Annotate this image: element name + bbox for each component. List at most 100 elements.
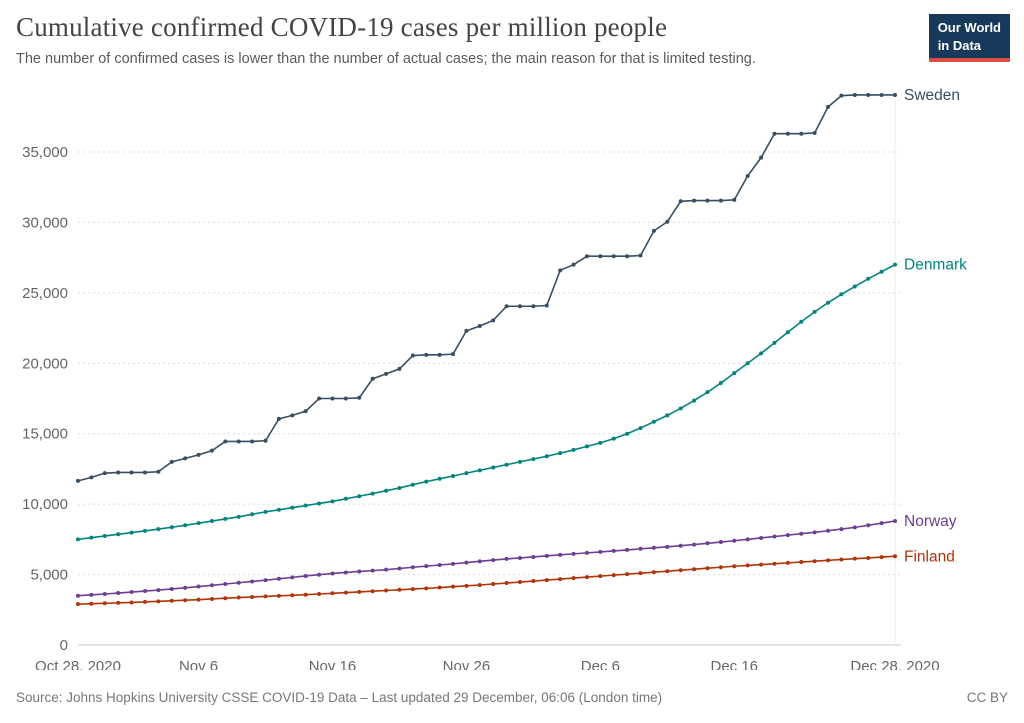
data-point-norway[interactable] xyxy=(343,570,348,575)
data-point-denmark[interactable] xyxy=(544,454,549,459)
data-point-norway[interactable] xyxy=(209,583,214,588)
data-point-finland[interactable] xyxy=(826,558,831,563)
data-point-norway[interactable] xyxy=(196,584,201,589)
data-point-finland[interactable] xyxy=(772,561,777,566)
data-point-finland[interactable] xyxy=(236,595,241,600)
data-point-sweden[interactable] xyxy=(303,409,308,414)
data-point-norway[interactable] xyxy=(290,575,295,580)
data-point-norway[interactable] xyxy=(102,592,107,597)
data-point-denmark[interactable] xyxy=(437,476,442,481)
data-point-denmark[interactable] xyxy=(250,512,255,517)
data-point-sweden[interactable] xyxy=(410,353,415,358)
data-point-norway[interactable] xyxy=(330,571,335,576)
data-point-norway[interactable] xyxy=(236,580,241,585)
data-point-norway[interactable] xyxy=(544,553,549,558)
data-point-sweden[interactable] xyxy=(893,92,897,97)
data-point-denmark[interactable] xyxy=(76,537,80,542)
data-point-finland[interactable] xyxy=(89,601,94,606)
data-point-sweden[interactable] xyxy=(826,104,831,109)
data-point-denmark[interactable] xyxy=(772,340,777,345)
data-point-denmark[interactable] xyxy=(879,269,884,274)
data-point-denmark[interactable] xyxy=(169,525,174,530)
data-point-denmark[interactable] xyxy=(370,491,375,496)
owid-logo[interactable]: Our World in Data xyxy=(928,14,1010,63)
data-point-norway[interactable] xyxy=(451,561,456,566)
data-point-finland[interactable] xyxy=(76,602,80,607)
data-point-norway[interactable] xyxy=(678,543,683,548)
data-point-norway[interactable] xyxy=(571,551,576,556)
data-point-finland[interactable] xyxy=(410,587,415,592)
data-point-sweden[interactable] xyxy=(759,155,764,160)
data-point-finland[interactable] xyxy=(437,585,442,590)
data-point-denmark[interactable] xyxy=(571,447,576,452)
data-point-sweden[interactable] xyxy=(223,439,228,444)
data-point-denmark[interactable] xyxy=(504,462,509,467)
data-point-sweden[interactable] xyxy=(665,219,670,224)
data-point-norway[interactable] xyxy=(799,531,804,536)
data-point-denmark[interactable] xyxy=(611,436,616,441)
data-point-denmark[interactable] xyxy=(584,444,589,449)
data-point-norway[interactable] xyxy=(826,528,831,533)
data-point-denmark[interactable] xyxy=(156,527,161,532)
data-point-denmark[interactable] xyxy=(491,465,496,470)
data-point-sweden[interactable] xyxy=(705,198,710,203)
data-point-norway[interactable] xyxy=(183,585,188,590)
data-point-sweden[interactable] xyxy=(799,131,804,136)
data-point-denmark[interactable] xyxy=(451,473,456,478)
data-point-sweden[interactable] xyxy=(866,92,871,97)
data-point-norway[interactable] xyxy=(651,545,656,550)
data-point-sweden[interactable] xyxy=(678,199,683,204)
data-point-finland[interactable] xyxy=(370,589,375,594)
data-point-sweden[interactable] xyxy=(397,366,402,371)
data-point-finland[interactable] xyxy=(893,554,897,559)
data-point-finland[interactable] xyxy=(571,576,576,581)
data-point-finland[interactable] xyxy=(852,556,857,561)
data-point-denmark[interactable] xyxy=(718,381,723,386)
data-point-denmark[interactable] xyxy=(893,262,897,267)
data-point-denmark[interactable] xyxy=(852,284,857,289)
data-point-norway[interactable] xyxy=(142,589,147,594)
data-point-denmark[interactable] xyxy=(678,406,683,411)
data-point-finland[interactable] xyxy=(745,563,750,568)
data-point-sweden[interactable] xyxy=(598,254,603,259)
data-point-finland[interactable] xyxy=(625,572,630,577)
data-point-denmark[interactable] xyxy=(759,351,764,356)
data-point-finland[interactable] xyxy=(183,598,188,603)
data-point-sweden[interactable] xyxy=(839,93,844,98)
data-point-sweden[interactable] xyxy=(772,131,777,136)
data-point-denmark[interactable] xyxy=(558,451,563,456)
data-point-finland[interactable] xyxy=(531,579,536,584)
data-point-sweden[interactable] xyxy=(250,439,255,444)
data-point-denmark[interactable] xyxy=(196,521,201,526)
data-point-norway[interactable] xyxy=(303,573,308,578)
data-point-finland[interactable] xyxy=(785,560,790,565)
data-point-finland[interactable] xyxy=(330,591,335,596)
data-point-sweden[interactable] xyxy=(491,318,496,323)
data-point-denmark[interactable] xyxy=(517,459,522,464)
data-point-norway[interactable] xyxy=(370,568,375,573)
data-point-norway[interactable] xyxy=(584,550,589,555)
data-point-sweden[interactable] xyxy=(156,469,161,474)
data-point-sweden[interactable] xyxy=(89,475,94,480)
data-point-norway[interactable] xyxy=(866,523,871,528)
data-point-sweden[interactable] xyxy=(263,438,268,443)
data-point-finland[interactable] xyxy=(584,575,589,580)
data-point-finland[interactable] xyxy=(464,583,469,588)
data-point-finland[interactable] xyxy=(839,557,844,562)
data-point-finland[interactable] xyxy=(357,589,362,594)
data-point-denmark[interactable] xyxy=(317,501,322,506)
data-point-sweden[interactable] xyxy=(879,92,884,97)
data-point-norway[interactable] xyxy=(276,576,281,581)
data-point-norway[interactable] xyxy=(76,593,80,598)
data-point-norway[interactable] xyxy=(250,579,255,584)
data-point-denmark[interactable] xyxy=(799,319,804,324)
data-point-norway[interactable] xyxy=(611,548,616,553)
data-point-norway[interactable] xyxy=(437,562,442,567)
data-point-denmark[interactable] xyxy=(625,431,630,436)
data-point-norway[interactable] xyxy=(598,549,603,554)
data-point-sweden[interactable] xyxy=(745,173,750,178)
data-point-sweden[interactable] xyxy=(129,470,134,475)
data-point-finland[interactable] xyxy=(209,596,214,601)
data-point-finland[interactable] xyxy=(879,555,884,560)
data-point-norway[interactable] xyxy=(785,533,790,538)
